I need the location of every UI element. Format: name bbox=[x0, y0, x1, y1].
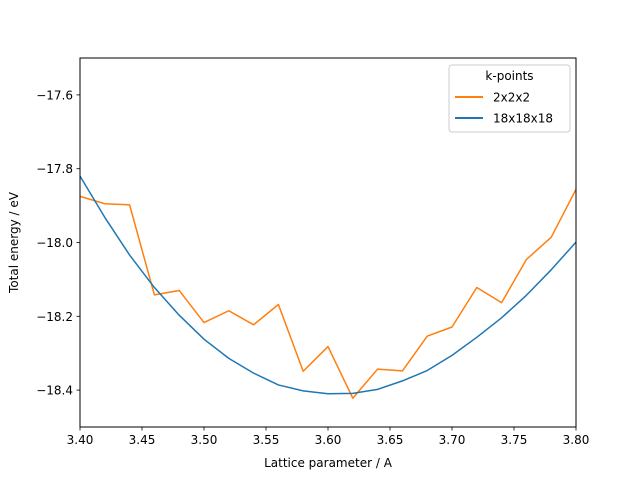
x-tick-label: 3.50 bbox=[191, 433, 218, 447]
y-tick-label: −18.4 bbox=[36, 384, 73, 398]
y-tick-label: −18.0 bbox=[36, 236, 73, 250]
legend-title: k-points bbox=[485, 69, 533, 83]
series-line-2x2x2 bbox=[80, 188, 576, 399]
y-axis-label: Total energy / eV bbox=[7, 191, 21, 294]
x-tick-label: 3.80 bbox=[563, 433, 590, 447]
y-tick-label: −18.2 bbox=[36, 310, 73, 324]
x-tick-label: 3.40 bbox=[67, 433, 94, 447]
x-axis-label: Lattice parameter / A bbox=[264, 456, 393, 470]
legend-box bbox=[448, 64, 571, 133]
x-tick-label: 3.45 bbox=[129, 433, 156, 447]
x-tick-label: 3.55 bbox=[253, 433, 280, 447]
x-axis-ticks: 3.40 3.45 3.50 3.55 3.60 3.65 3.70 3.75 3.80 bbox=[67, 427, 590, 447]
x-tick-label: 3.65 bbox=[377, 433, 404, 447]
y-tick-label: −17.6 bbox=[36, 88, 73, 102]
x-tick-label: 3.75 bbox=[501, 433, 528, 447]
legend-label-18x18x18: 18x18x18 bbox=[493, 112, 553, 126]
series-layer bbox=[80, 175, 576, 399]
y-axis-ticks: −18.4 −18.2 −18.0 −17.8 −17.6 bbox=[36, 88, 80, 398]
x-tick-label: 3.70 bbox=[439, 433, 466, 447]
legend: k-points 2x2x2 18x18x18 bbox=[448, 64, 571, 133]
x-tick-label: 3.60 bbox=[315, 433, 342, 447]
y-tick-label: −17.8 bbox=[36, 162, 73, 176]
series-line-18x18x18 bbox=[80, 175, 576, 395]
legend-label-2x2x2: 2x2x2 bbox=[493, 91, 530, 105]
